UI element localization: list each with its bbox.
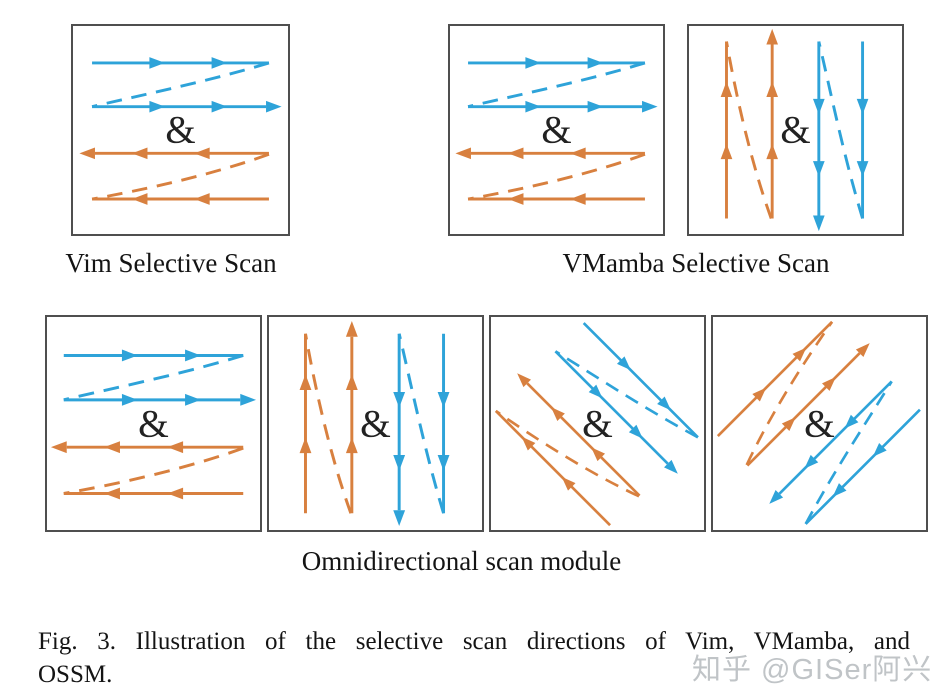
panel-ossm-horizontal-scan: &	[45, 315, 262, 532]
label-omnidirectional-scan-module: Omnidirectional scan module	[301, 546, 622, 576]
ampersand-symbol: &	[804, 401, 835, 445]
caption-line-1: Fig. 3. Illustration of the selective sc…	[38, 628, 910, 655]
panel-ossm-diagonal-up-scan: &	[711, 315, 928, 532]
figure-caption: Fig. 3. Illustration of the selective sc…	[38, 625, 910, 691]
ampersand-symbol: &	[541, 109, 571, 152]
label-vim-selective-scan: Vim Selective Scan	[65, 248, 277, 278]
ampersand-symbol: &	[138, 401, 169, 445]
scan-direction-diagram: &	[494, 322, 699, 527]
scan-direction-diagram: &	[299, 320, 450, 527]
scan-direction-diagram: &	[720, 28, 869, 232]
panel-vmamba-vertical-scan: &	[687, 24, 904, 236]
panel-ossm-diagonal-down-scan: &	[489, 315, 706, 532]
scan-direction-diagram: &	[79, 57, 282, 205]
panel-vim-horizontal-scan: &	[71, 24, 290, 236]
caption-line-2: OSSM.	[38, 661, 113, 688]
label-vmamba-selective-scan: VMamba Selective Scan	[562, 248, 830, 278]
scan-direction-diagram: &	[455, 57, 658, 205]
panel-ossm-vertical-scan: &	[267, 315, 484, 532]
ampersand-symbol: &	[780, 109, 810, 152]
panel-vmamba-horizontal-scan: &	[448, 24, 665, 236]
ampersand-symbol: &	[165, 109, 195, 152]
scan-direction-diagram: &	[50, 349, 257, 500]
ampersand-symbol: &	[582, 401, 613, 445]
ampersand-symbol: &	[360, 401, 391, 445]
scan-direction-diagram: &	[716, 320, 921, 525]
